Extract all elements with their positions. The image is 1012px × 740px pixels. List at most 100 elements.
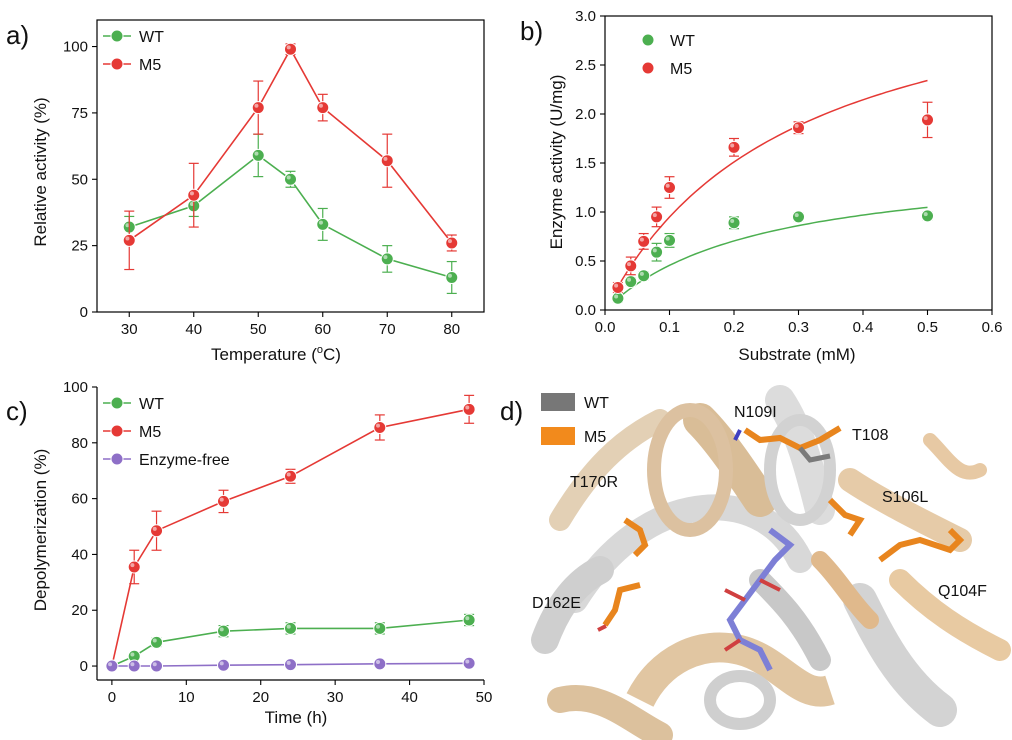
data-point-highlight: [219, 627, 224, 632]
data-point-m5: [187, 188, 201, 202]
series-line-m5: [128, 47, 453, 244]
panel-b-xlabel: Substrate (mM): [738, 345, 855, 364]
data-point-wt: [380, 252, 394, 266]
y-tick-label: 100: [63, 379, 88, 396]
protein-structure-image: WT M5 N109I T108 T170R S106L D162E Q104F: [530, 385, 1012, 740]
data-point-highlight: [614, 294, 619, 299]
panel-c-ylabel: Depolymerization (%): [31, 449, 50, 612]
data-point-highlight: [189, 191, 194, 196]
data-point-enzyme-free: [105, 659, 119, 673]
data-point-highlight: [152, 526, 157, 531]
data-point-wt: [316, 217, 330, 231]
y-tick-label: 75: [71, 105, 88, 122]
chart-c: 0 10 20 30 40 50 0 20 40 60 80 100 WT M5 Enzyme-free: [63, 379, 492, 706]
y-tick-label: 2.0: [575, 106, 596, 123]
data-point-highlight: [152, 638, 157, 643]
legend-marker-wt: [110, 396, 124, 410]
legend-marker-m5: [641, 61, 655, 75]
residue-label: T170R: [570, 474, 618, 491]
chart-b: 0.0 0.1 0.2 0.3 0.4 0.5 0.6 0.0 0.5 1.0 1.5 2.0 2.5 3…: [575, 8, 1002, 336]
legend-label-m5: M5: [139, 57, 161, 74]
data-point-m5: [727, 140, 741, 154]
data-point-highlight: [318, 103, 323, 108]
data-point-highlight: [465, 616, 470, 621]
y-tick-label: 40: [71, 546, 88, 563]
data-point-highlight: [447, 273, 452, 278]
x-tick-label: 0.1: [659, 319, 680, 336]
data-point-m5: [663, 181, 676, 194]
data-point-wt: [637, 269, 651, 283]
data-point-m5: [650, 210, 664, 224]
x-tick-label: 0.5: [917, 319, 938, 336]
x-tick-label: 20: [252, 689, 269, 706]
data-point-highlight: [447, 239, 452, 244]
data-point-highlight: [108, 662, 113, 667]
data-point-wt: [650, 245, 664, 259]
x-tick-label: 40: [185, 321, 202, 338]
data-point-m5: [127, 560, 141, 574]
x-tick-label: 30: [327, 689, 344, 706]
legend-marker-wt: [110, 29, 124, 43]
data-point-highlight: [219, 497, 224, 502]
data-point-enzyme-free: [127, 659, 141, 673]
data-point-highlight: [130, 662, 135, 667]
data-point-highlight: [665, 236, 670, 241]
data-point-highlight: [130, 563, 135, 568]
data-point-highlight: [627, 262, 631, 267]
x-tick-label: 80: [443, 321, 460, 338]
panel-a-xlabel: Temperature (oC): [211, 344, 341, 364]
residue-label: D162E: [532, 595, 581, 612]
panel-a-ylabel: Relative activity (%): [31, 97, 50, 246]
data-point-highlight: [318, 220, 323, 225]
panel-c-label: c): [6, 396, 28, 426]
data-point-m5: [373, 420, 387, 434]
data-point-m5: [445, 236, 459, 250]
data-point-m5: [921, 113, 934, 127]
data-point-wt: [792, 210, 805, 224]
data-point-highlight: [125, 223, 130, 228]
data-point-highlight: [794, 213, 799, 218]
data-point-wt: [373, 621, 387, 635]
y-tick-label: 60: [71, 491, 88, 508]
data-point-wt: [284, 172, 297, 186]
data-point-wt: [921, 209, 934, 223]
data-point-highlight: [652, 213, 657, 218]
data-point-highlight: [152, 662, 157, 667]
panel-a-label: a): [6, 20, 29, 50]
data-point-highlight: [665, 183, 670, 188]
data-point-highlight: [376, 423, 381, 428]
data-point-enzyme-free: [373, 657, 387, 671]
x-tick-label: 0.2: [724, 319, 745, 336]
y-tick-label: 50: [71, 171, 88, 188]
legend-wt-swatch: [541, 393, 575, 411]
data-point-highlight: [730, 218, 735, 223]
y-tick-label: 1.5: [575, 155, 596, 172]
legend-label-enzyme-free: Enzyme-free: [139, 452, 230, 469]
legend-label-wt: WT: [139, 29, 164, 46]
legend-label-wt: WT: [670, 33, 695, 50]
data-point-wt: [624, 275, 638, 289]
data-point-highlight: [125, 236, 130, 241]
data-point-m5: [284, 42, 297, 56]
x-tick-label: 60: [314, 321, 331, 338]
x-tick-label: 10: [178, 689, 195, 706]
data-point-highlight: [286, 175, 291, 180]
x-tick-label: 40: [401, 689, 418, 706]
data-point-enzyme-free: [462, 656, 476, 670]
y-tick-label: 3.0: [575, 8, 596, 25]
data-point-highlight: [730, 143, 735, 148]
x-tick-label: 30: [121, 321, 138, 338]
data-point-wt: [284, 621, 297, 635]
legend-marker-enzyme-free: [110, 452, 124, 466]
residue-label: Q104F: [938, 583, 987, 600]
x-tick-label: 0.4: [853, 319, 874, 336]
data-point-wt: [445, 270, 459, 284]
data-point-m5: [380, 154, 394, 168]
data-point-m5: [217, 494, 231, 508]
data-point-highlight: [286, 624, 291, 629]
y-tick-label: 0: [80, 304, 88, 321]
data-point-highlight: [189, 202, 194, 207]
data-point-highlight: [465, 405, 470, 410]
data-point-wt: [462, 613, 476, 627]
data-point-m5: [316, 101, 330, 115]
